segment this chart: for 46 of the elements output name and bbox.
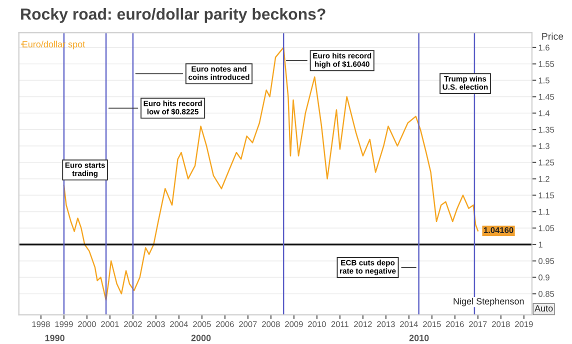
- text: 2010: [409, 334, 429, 342]
- x-tick-label: 2011: [331, 321, 348, 328]
- x-tick-label: 2019: [515, 321, 533, 328]
- x-tick-label: 2017: [469, 321, 487, 328]
- x-tick-label: 2007: [239, 321, 257, 328]
- x-tick-label: 2004: [170, 321, 188, 328]
- y-tick-label: 1.15: [538, 192, 554, 198]
- y-tick-label: 1.4: [538, 110, 550, 116]
- annotation: 1.04160: [484, 227, 514, 234]
- x-tick-label: 2012: [354, 321, 372, 328]
- y-tick-label: 0.95: [538, 258, 554, 264]
- y-tick-label: 1.5: [538, 78, 550, 84]
- y-tick-label: 1.55: [538, 61, 554, 67]
- x-tick-label: 1999: [55, 321, 73, 328]
- x-tick-label: 2000: [78, 321, 96, 328]
- x-tick-label: 1998: [32, 321, 50, 328]
- x-tick-label: 2010: [308, 321, 326, 328]
- y-tick-label: 1: [538, 242, 542, 248]
- chart-title: Rocky road: euro/dollar parity beckons?: [21, 8, 326, 23]
- y-tick-label: 0.9: [538, 274, 550, 280]
- y-tick-label: 0.85: [538, 290, 554, 297]
- x-tick-label: 2014: [400, 321, 418, 328]
- y-axis-title: Price: [542, 32, 564, 40]
- x-tick-label: 2003: [147, 321, 165, 328]
- y-tick-label: 1.6: [538, 44, 550, 51]
- x-tick-label: 2009: [285, 321, 303, 328]
- x-tick-label: 2008: [262, 321, 280, 328]
- x-tick-label: 2006: [216, 321, 234, 328]
- y-tick-label: 1.1: [538, 208, 550, 215]
- y-tick-label: 1.35: [538, 126, 554, 133]
- y-tick-label: 1.2: [538, 176, 550, 182]
- annotation: Nigel Stephenson: [454, 298, 524, 306]
- x-tick-label: 2015: [423, 321, 441, 328]
- x-tick-label: 2013: [377, 321, 395, 328]
- x-tick-label: 2001: [101, 321, 119, 328]
- y-tick-label: 1.3: [538, 143, 550, 150]
- x-tick-label: 2018: [492, 321, 510, 328]
- y-tick-label: 1.25: [538, 160, 554, 166]
- y-tick-label: 1.45: [538, 94, 554, 100]
- text: 1990: [45, 334, 64, 342]
- x-tick-label: 2016: [446, 321, 464, 328]
- text: Auto: [534, 305, 553, 312]
- text: 2000: [191, 334, 211, 342]
- x-tick-label: 2002: [124, 321, 142, 328]
- x-tick-label: 2005: [193, 321, 211, 328]
- y-tick-label: 1.05: [538, 225, 554, 232]
